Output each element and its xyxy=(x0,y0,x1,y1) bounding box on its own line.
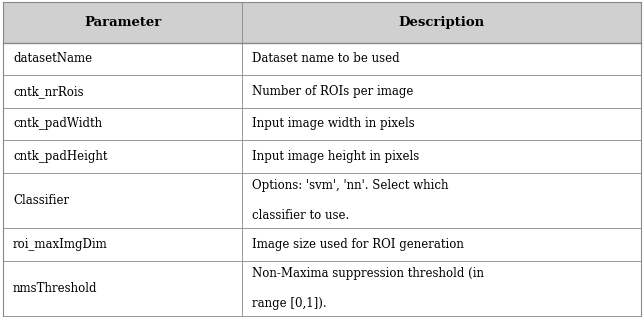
Bar xyxy=(242,228,641,261)
Text: Image size used for ROI generation: Image size used for ROI generation xyxy=(252,238,464,251)
Text: nmsThreshold: nmsThreshold xyxy=(13,282,97,295)
Text: cntk_padWidth: cntk_padWidth xyxy=(13,117,102,130)
Text: Description: Description xyxy=(399,16,484,29)
Text: Input image width in pixels: Input image width in pixels xyxy=(252,117,415,130)
Bar xyxy=(242,75,641,108)
Text: datasetName: datasetName xyxy=(13,52,92,65)
Bar xyxy=(242,140,641,173)
Bar xyxy=(3,173,242,228)
Text: Number of ROIs per image: Number of ROIs per image xyxy=(252,85,413,98)
Text: roi_maxImgDim: roi_maxImgDim xyxy=(13,238,108,251)
Bar xyxy=(3,108,242,140)
Bar xyxy=(242,43,641,75)
Bar xyxy=(3,43,242,75)
Text: Non-Maxima suppression threshold (in: Non-Maxima suppression threshold (in xyxy=(252,267,484,280)
Bar xyxy=(3,261,242,316)
Text: cntk_padHeight: cntk_padHeight xyxy=(13,150,108,163)
Bar xyxy=(3,228,242,261)
Bar xyxy=(242,2,641,43)
Bar xyxy=(242,173,641,228)
Bar xyxy=(3,2,242,43)
Text: classifier to use.: classifier to use. xyxy=(252,209,349,222)
Text: Input image height in pixels: Input image height in pixels xyxy=(252,150,419,163)
Text: Classifier: Classifier xyxy=(13,194,69,207)
Bar xyxy=(3,140,242,173)
Text: Dataset name to be used: Dataset name to be used xyxy=(252,52,399,65)
Bar xyxy=(3,75,242,108)
Text: range [0,1]).: range [0,1]). xyxy=(252,297,327,310)
Text: Options: 'svm', 'nn'. Select which: Options: 'svm', 'nn'. Select which xyxy=(252,179,448,192)
Bar xyxy=(242,261,641,316)
Text: Parameter: Parameter xyxy=(84,16,162,29)
Text: cntk_nrRois: cntk_nrRois xyxy=(13,85,84,98)
Bar xyxy=(242,108,641,140)
